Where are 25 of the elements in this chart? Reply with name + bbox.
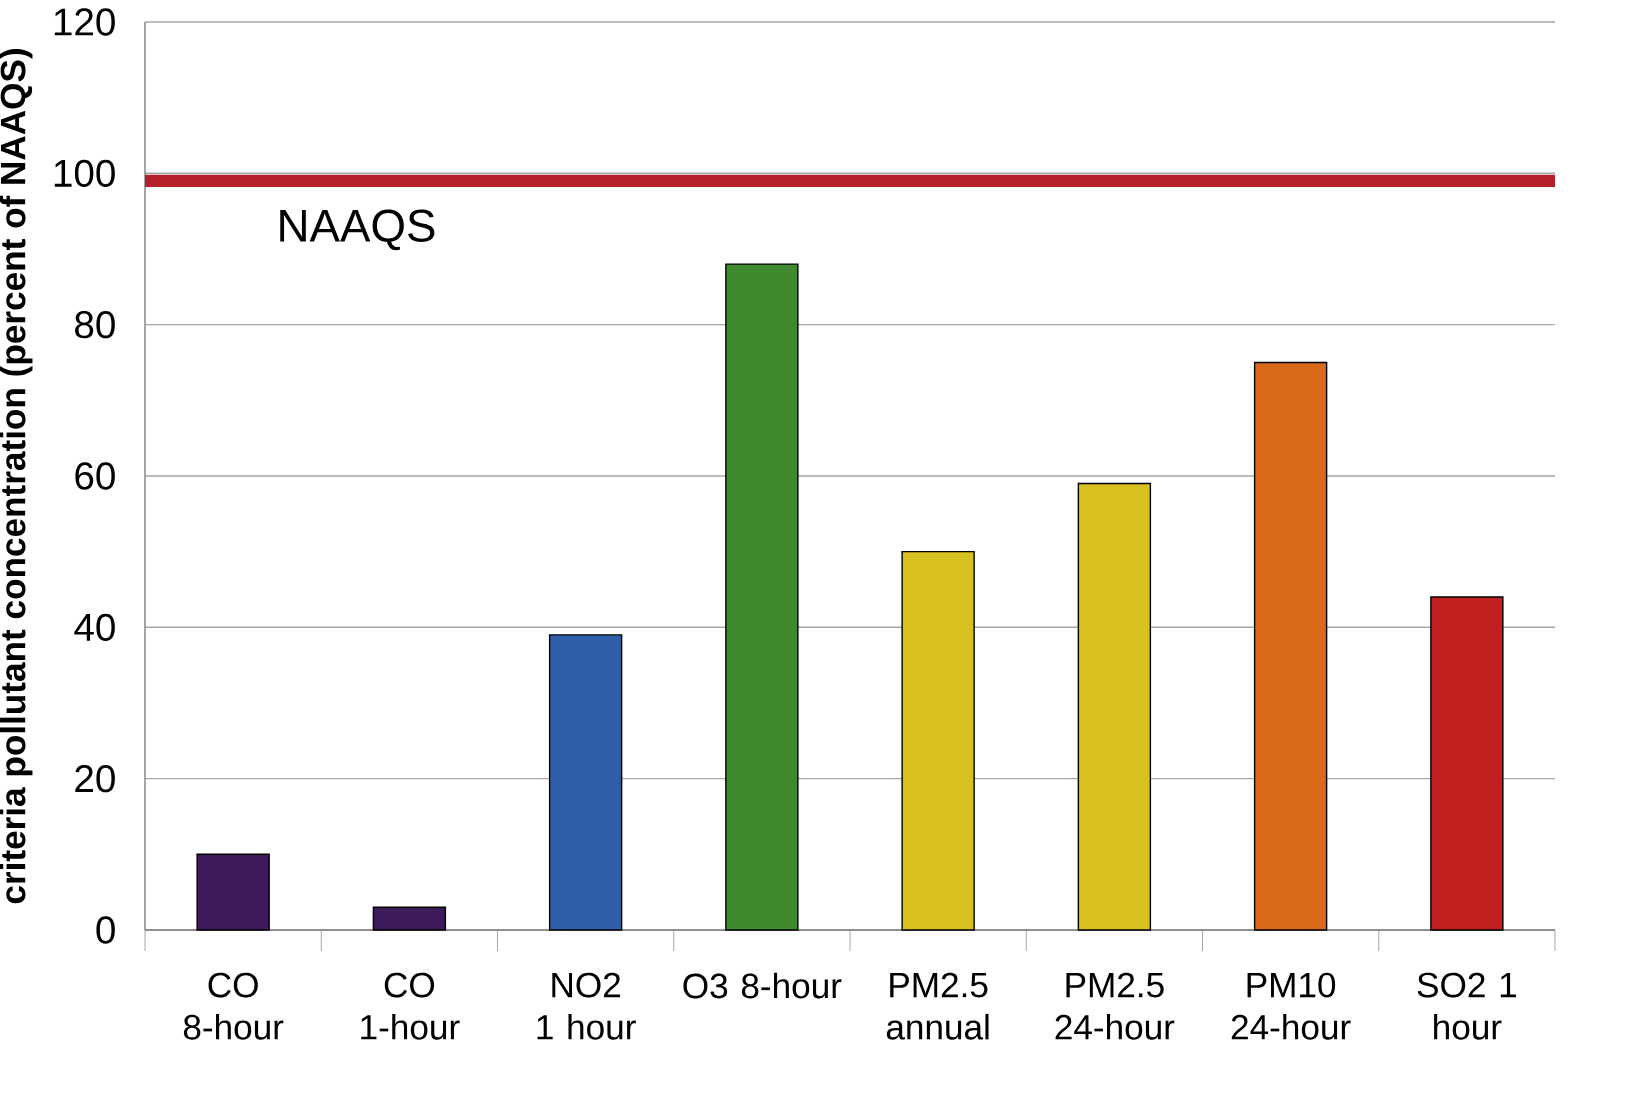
y-tick-label: 100: [54, 159, 115, 188]
x-tick-label: SO2 1 hour: [1417, 972, 1516, 1040]
x-tick-label: PM2.5 annual: [886, 972, 989, 1040]
y-tick-label: 80: [75, 311, 115, 339]
y-tick-label: 0: [96, 916, 115, 944]
y-tick-label: 40: [74, 613, 115, 642]
x-tick-label: CO 8-hour: [183, 972, 284, 1040]
y-tick-label: 60: [75, 462, 115, 490]
bar: [725, 263, 799, 931]
ref-line-label: NAAQS: [280, 209, 435, 251]
bar: [196, 853, 270, 931]
bar: [548, 634, 623, 931]
y-tick-label: 120: [54, 8, 115, 36]
bar: [1253, 361, 1328, 931]
bar: [372, 906, 447, 931]
bar: [901, 550, 975, 931]
x-tick-label: PM10 24-hour: [1231, 972, 1351, 1040]
x-tick-label: NO2 1 hour: [537, 972, 636, 1040]
bar: [1077, 482, 1152, 931]
bar: [1430, 596, 1504, 931]
x-tick-label: PM2.5 24-hour: [1055, 972, 1175, 1040]
y-tick-label: 20: [75, 765, 115, 793]
x-tick-label: O3 8-hour: [683, 972, 842, 999]
y-axis-title: criteria pollutant concentration (percent of NAAQS): [0, 49, 33, 904]
x-tick-label: CO 1-hour: [361, 972, 460, 1040]
